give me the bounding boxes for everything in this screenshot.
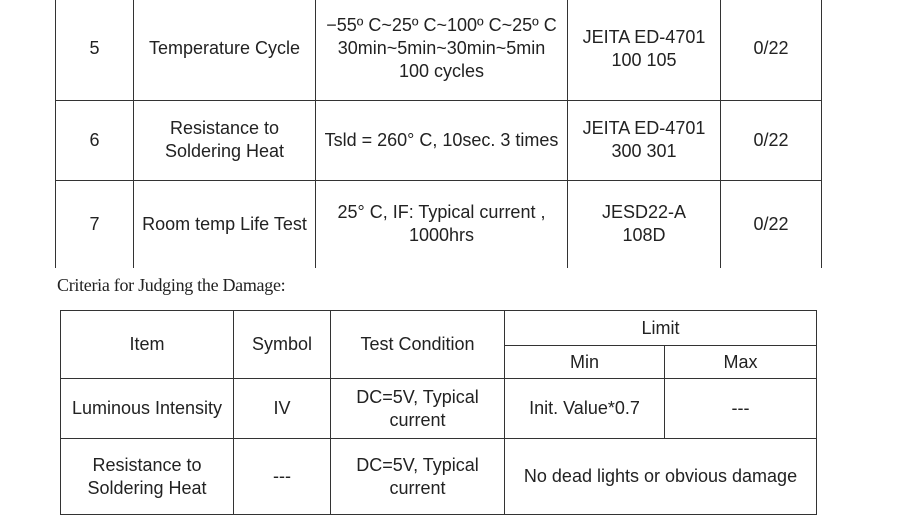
- reliability-table: 5 Temperature Cycle −55º C~25º C~100º C~25…: [55, 0, 822, 268]
- table-cell: JEITA ED-4701 100 105: [567, 0, 721, 101]
- table-cell: ---: [233, 438, 331, 515]
- table-cell: No dead lights or obvious damage: [503, 438, 818, 515]
- table-cell: Room temp Life Test: [133, 179, 316, 268]
- table-cell: 0/22: [720, 179, 822, 268]
- caption: Criteria for Judging the Damage:: [57, 275, 286, 295]
- header-row: Item Symbol Test Condition Limit: [60, 310, 818, 379]
- table-cell: Temperature Cycle: [133, 0, 316, 101]
- header-cell: Test Condition: [330, 310, 505, 379]
- table-row: Luminous Intensity IV DC=5V, Typical curre…: [60, 378, 818, 439]
- table-cell: Resistance to Soldering Heat: [60, 438, 234, 515]
- table-cell: 25° C, IF: Typical current , 1000hrs: [315, 179, 568, 268]
- table-cell: Resistance to Soldering Heat: [133, 99, 316, 181]
- table-cell: Init. Value*0.7: [504, 378, 665, 439]
- table-cell: 6: [55, 99, 134, 181]
- table-cell: −55º C~25º C~100º C~25º C 30min~5min~30m…: [315, 0, 568, 101]
- table-cell: IV: [233, 378, 331, 439]
- table-cell: Luminous Intensity: [60, 378, 234, 439]
- header-cell: Max: [663, 345, 818, 379]
- table-row: 7 Room temp Life Test 25° C, IF: Typical c…: [55, 179, 822, 268]
- header-cell: Limit: [503, 310, 818, 346]
- table-row: Resistance to Soldering Heat --- DC=5V, Ty…: [60, 438, 818, 515]
- table-cell: JESD22-A 108D: [567, 179, 721, 268]
- table-cell: Tsld = 260° C, 10sec. 3 times: [315, 99, 568, 181]
- table-cell: JEITA ED-4701 300 301: [567, 99, 721, 181]
- table-row: 5 Temperature Cycle −55º C~25º C~100º C~25…: [55, 0, 822, 101]
- table-cell: 0/22: [720, 0, 822, 101]
- header-row: Min Max: [61, 345, 818, 379]
- table-row: 6 Resistance to Soldering Heat Tsld = 260°…: [55, 99, 822, 181]
- table-cell: DC=5V, Typical current: [330, 438, 505, 515]
- table-cell: 0/22: [720, 99, 822, 181]
- table-cell: DC=5V, Typical current: [330, 378, 505, 439]
- table-cell: 7: [55, 179, 134, 268]
- header-cell: Item: [60, 310, 234, 379]
- table-cell: 5: [55, 0, 134, 101]
- criteria-table: Item Symbol Test Condition Limit Min Max…: [60, 310, 818, 515]
- table-cell: ---: [663, 378, 818, 439]
- header-cell: Symbol: [233, 310, 331, 379]
- header-cell: Min: [504, 345, 665, 379]
